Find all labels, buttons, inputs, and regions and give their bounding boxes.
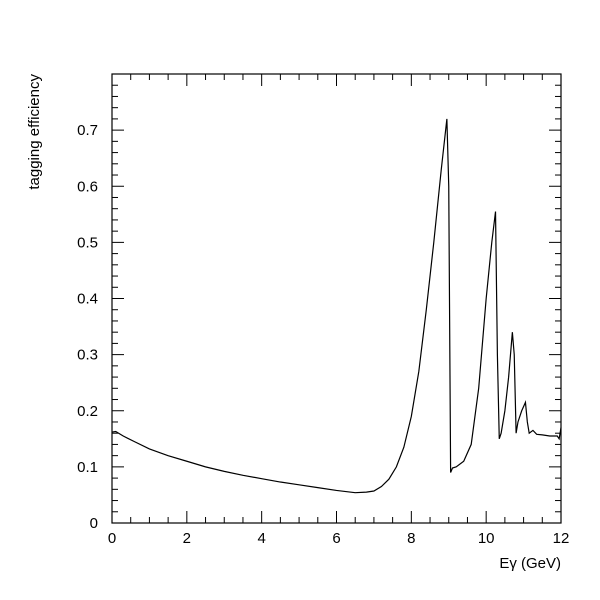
plot-frame bbox=[111, 73, 562, 524]
efficiency-line bbox=[111, 118, 562, 494]
x-axis-tick-labels: 0 2 4 6 8 10 12 bbox=[108, 530, 570, 547]
x-axis-ticks bbox=[111, 74, 562, 523]
y-tick-label: 0.5 bbox=[77, 234, 98, 251]
x-tick-label: 10 bbox=[478, 530, 495, 547]
y-tick-label: 0.1 bbox=[77, 459, 98, 476]
x-tick-label: 4 bbox=[257, 530, 265, 547]
x-axis-label: Eγ (GeV) bbox=[499, 555, 561, 572]
y-tick-label: 0.7 bbox=[77, 122, 98, 139]
y-axis-label: tagging efficiency bbox=[26, 74, 43, 190]
y-tick-label: 0.2 bbox=[77, 403, 98, 420]
y-tick-label: 0.4 bbox=[77, 291, 98, 308]
x-tick-label: 6 bbox=[332, 530, 340, 547]
y-tick-label: 0.6 bbox=[77, 178, 98, 195]
y-axis-ticks bbox=[112, 73, 561, 524]
y-tick-label: 0.3 bbox=[77, 347, 98, 364]
x-tick-label: 8 bbox=[407, 530, 415, 547]
x-tick-label: 0 bbox=[108, 530, 116, 547]
y-axis-tick-labels: 0 0.1 0.2 0.3 0.4 0.5 0.6 0.7 bbox=[77, 122, 98, 532]
x-tick-label: 2 bbox=[183, 530, 191, 547]
x-tick-label: 12 bbox=[553, 530, 570, 547]
y-tick-label: 0 bbox=[90, 515, 98, 532]
